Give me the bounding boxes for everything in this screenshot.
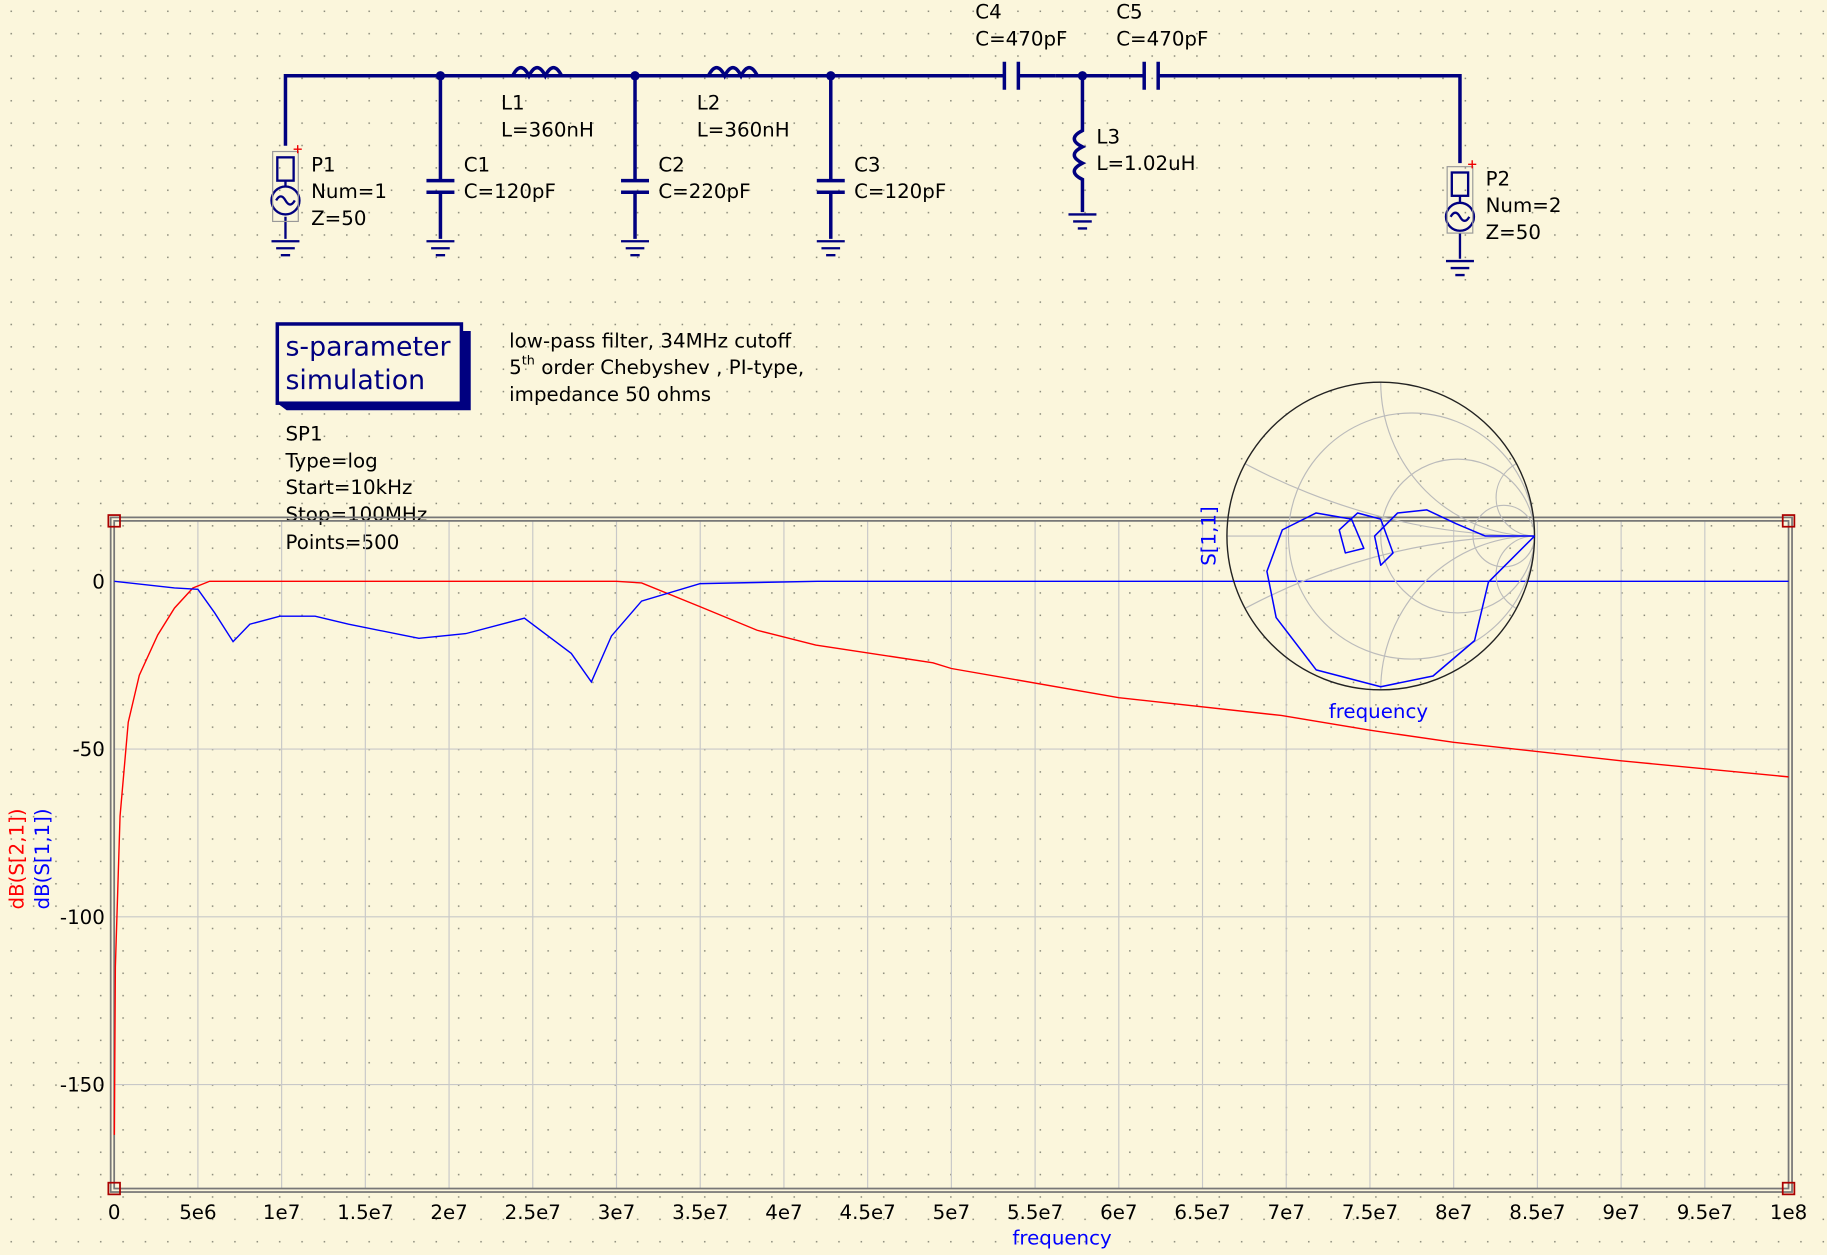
wires: [270, 61, 1477, 277]
label: Num=2: [1486, 194, 1562, 217]
note-line: impedance 50 ohms: [509, 383, 711, 406]
x-tick-label: 0: [108, 1201, 121, 1224]
label: C4: [975, 1, 1001, 24]
note-line: 5th order Chebyshev , PI-type,: [509, 354, 804, 379]
smith-trace: [1266, 509, 1536, 688]
label: L3: [1096, 125, 1120, 148]
label: L2: [697, 92, 721, 115]
smith-ylabel: S[1,1]: [1197, 506, 1220, 565]
x-tick-label: 9.5e7: [1677, 1201, 1733, 1224]
label: Z=50: [1486, 221, 1541, 244]
component-labels: P1 Num=1 Z=50 C1 C=120pF L1 L=360nH C2 C…: [311, 1, 1561, 244]
sim-param: Type=log: [284, 449, 377, 472]
simulation-block: s-parameter simulation SP1 Type=log Star…: [275, 322, 471, 554]
x-tick-label: 6e7: [1100, 1201, 1137, 1224]
y-tick-label: -50: [73, 738, 105, 761]
note-number: 5: [509, 356, 522, 379]
series-line: [114, 580, 1789, 684]
note: low-pass filter, 34MHz cutoff 5th order …: [509, 329, 804, 406]
y-axis-label: dB(S[2,1]): [5, 808, 28, 909]
smith-grid: [1226, 382, 1535, 690]
x-tick-label: 4e7: [765, 1201, 802, 1224]
plot-frame: [109, 516, 1793, 1193]
label: P1: [311, 153, 336, 176]
corner-handle: [107, 1181, 121, 1196]
x-tick-label: 6.5e7: [1174, 1201, 1230, 1224]
x-tick-label: 7.5e7: [1342, 1201, 1398, 1224]
sim-param: Points=500: [285, 531, 399, 554]
label: L=360nH: [697, 118, 790, 141]
label: C=120pF: [464, 180, 556, 203]
label: C=220pF: [658, 180, 750, 203]
x-axis-label: frequency: [1012, 1226, 1112, 1249]
x-tick-label: 5.5e7: [1007, 1201, 1063, 1224]
x-tick-label: 4.5e7: [840, 1201, 896, 1224]
smith-xlabel: frequency: [1329, 700, 1429, 723]
x-tick-label: 3.5e7: [672, 1201, 728, 1224]
note-superscript: th: [522, 354, 535, 369]
label: C1: [464, 153, 490, 176]
sim-param: Start=10kHz: [285, 476, 412, 499]
x-tick-label: 2.5e7: [505, 1201, 561, 1224]
series-line: [113, 580, 1789, 1135]
label: L1: [501, 92, 525, 115]
x-tick-label: 8.5e7: [1509, 1201, 1565, 1224]
sim-param: Stop=100MHz: [285, 503, 427, 526]
x-tick-label: 8e7: [1435, 1201, 1472, 1224]
corner-handle: [1781, 514, 1796, 528]
label: Z=50: [311, 207, 366, 230]
label: L=1.02uH: [1096, 152, 1195, 175]
label: P2: [1486, 167, 1511, 190]
corner-handle: [107, 514, 121, 528]
label: C=470pF: [1116, 27, 1208, 50]
label: C=120pF: [854, 180, 946, 203]
reactance-circle: [1495, 458, 1535, 537]
y-tick-label: -150: [60, 1074, 105, 1097]
label: C=470pF: [975, 27, 1067, 50]
x-tick-label: 1e8: [1770, 1201, 1807, 1224]
label: L=360nH: [501, 118, 594, 141]
x-tick-label: 3e7: [598, 1201, 635, 1224]
x-tick-label: 9e7: [1602, 1201, 1639, 1224]
y-tick-label: 0: [92, 570, 105, 593]
label: C5: [1116, 1, 1142, 24]
y-tick-label: -100: [60, 906, 105, 929]
x-tick-label: 2e7: [430, 1201, 467, 1224]
sim-label: SP1: [285, 422, 322, 445]
x-tick-label: 7e7: [1268, 1201, 1305, 1224]
x-tick-label: 1.5e7: [337, 1201, 393, 1224]
y-axis-label: dB(S[1,1]): [31, 808, 54, 909]
x-tick-label: 5e7: [933, 1201, 970, 1224]
x-tick-label: 1e7: [263, 1201, 300, 1224]
sim-title: s-parameter: [285, 331, 451, 362]
note-text: order Chebyshev , PI-type,: [535, 356, 804, 379]
plot-frame: [113, 520, 1790, 1190]
note-line: low-pass filter, 34MHz cutoff: [509, 329, 792, 352]
label: C2: [658, 153, 684, 176]
sim-title: simulation: [285, 365, 425, 396]
corner-handle: [1781, 1181, 1796, 1196]
label: Num=1: [311, 180, 387, 203]
x-tick-label: 5e6: [179, 1201, 216, 1224]
label: C3: [854, 153, 880, 176]
chart: 0 5e6 1e7 1.5e7 2e7 2.5e7 3e7 3.5e7 4e7 4.5e7 5e7 5…: [5, 381, 1807, 1249]
